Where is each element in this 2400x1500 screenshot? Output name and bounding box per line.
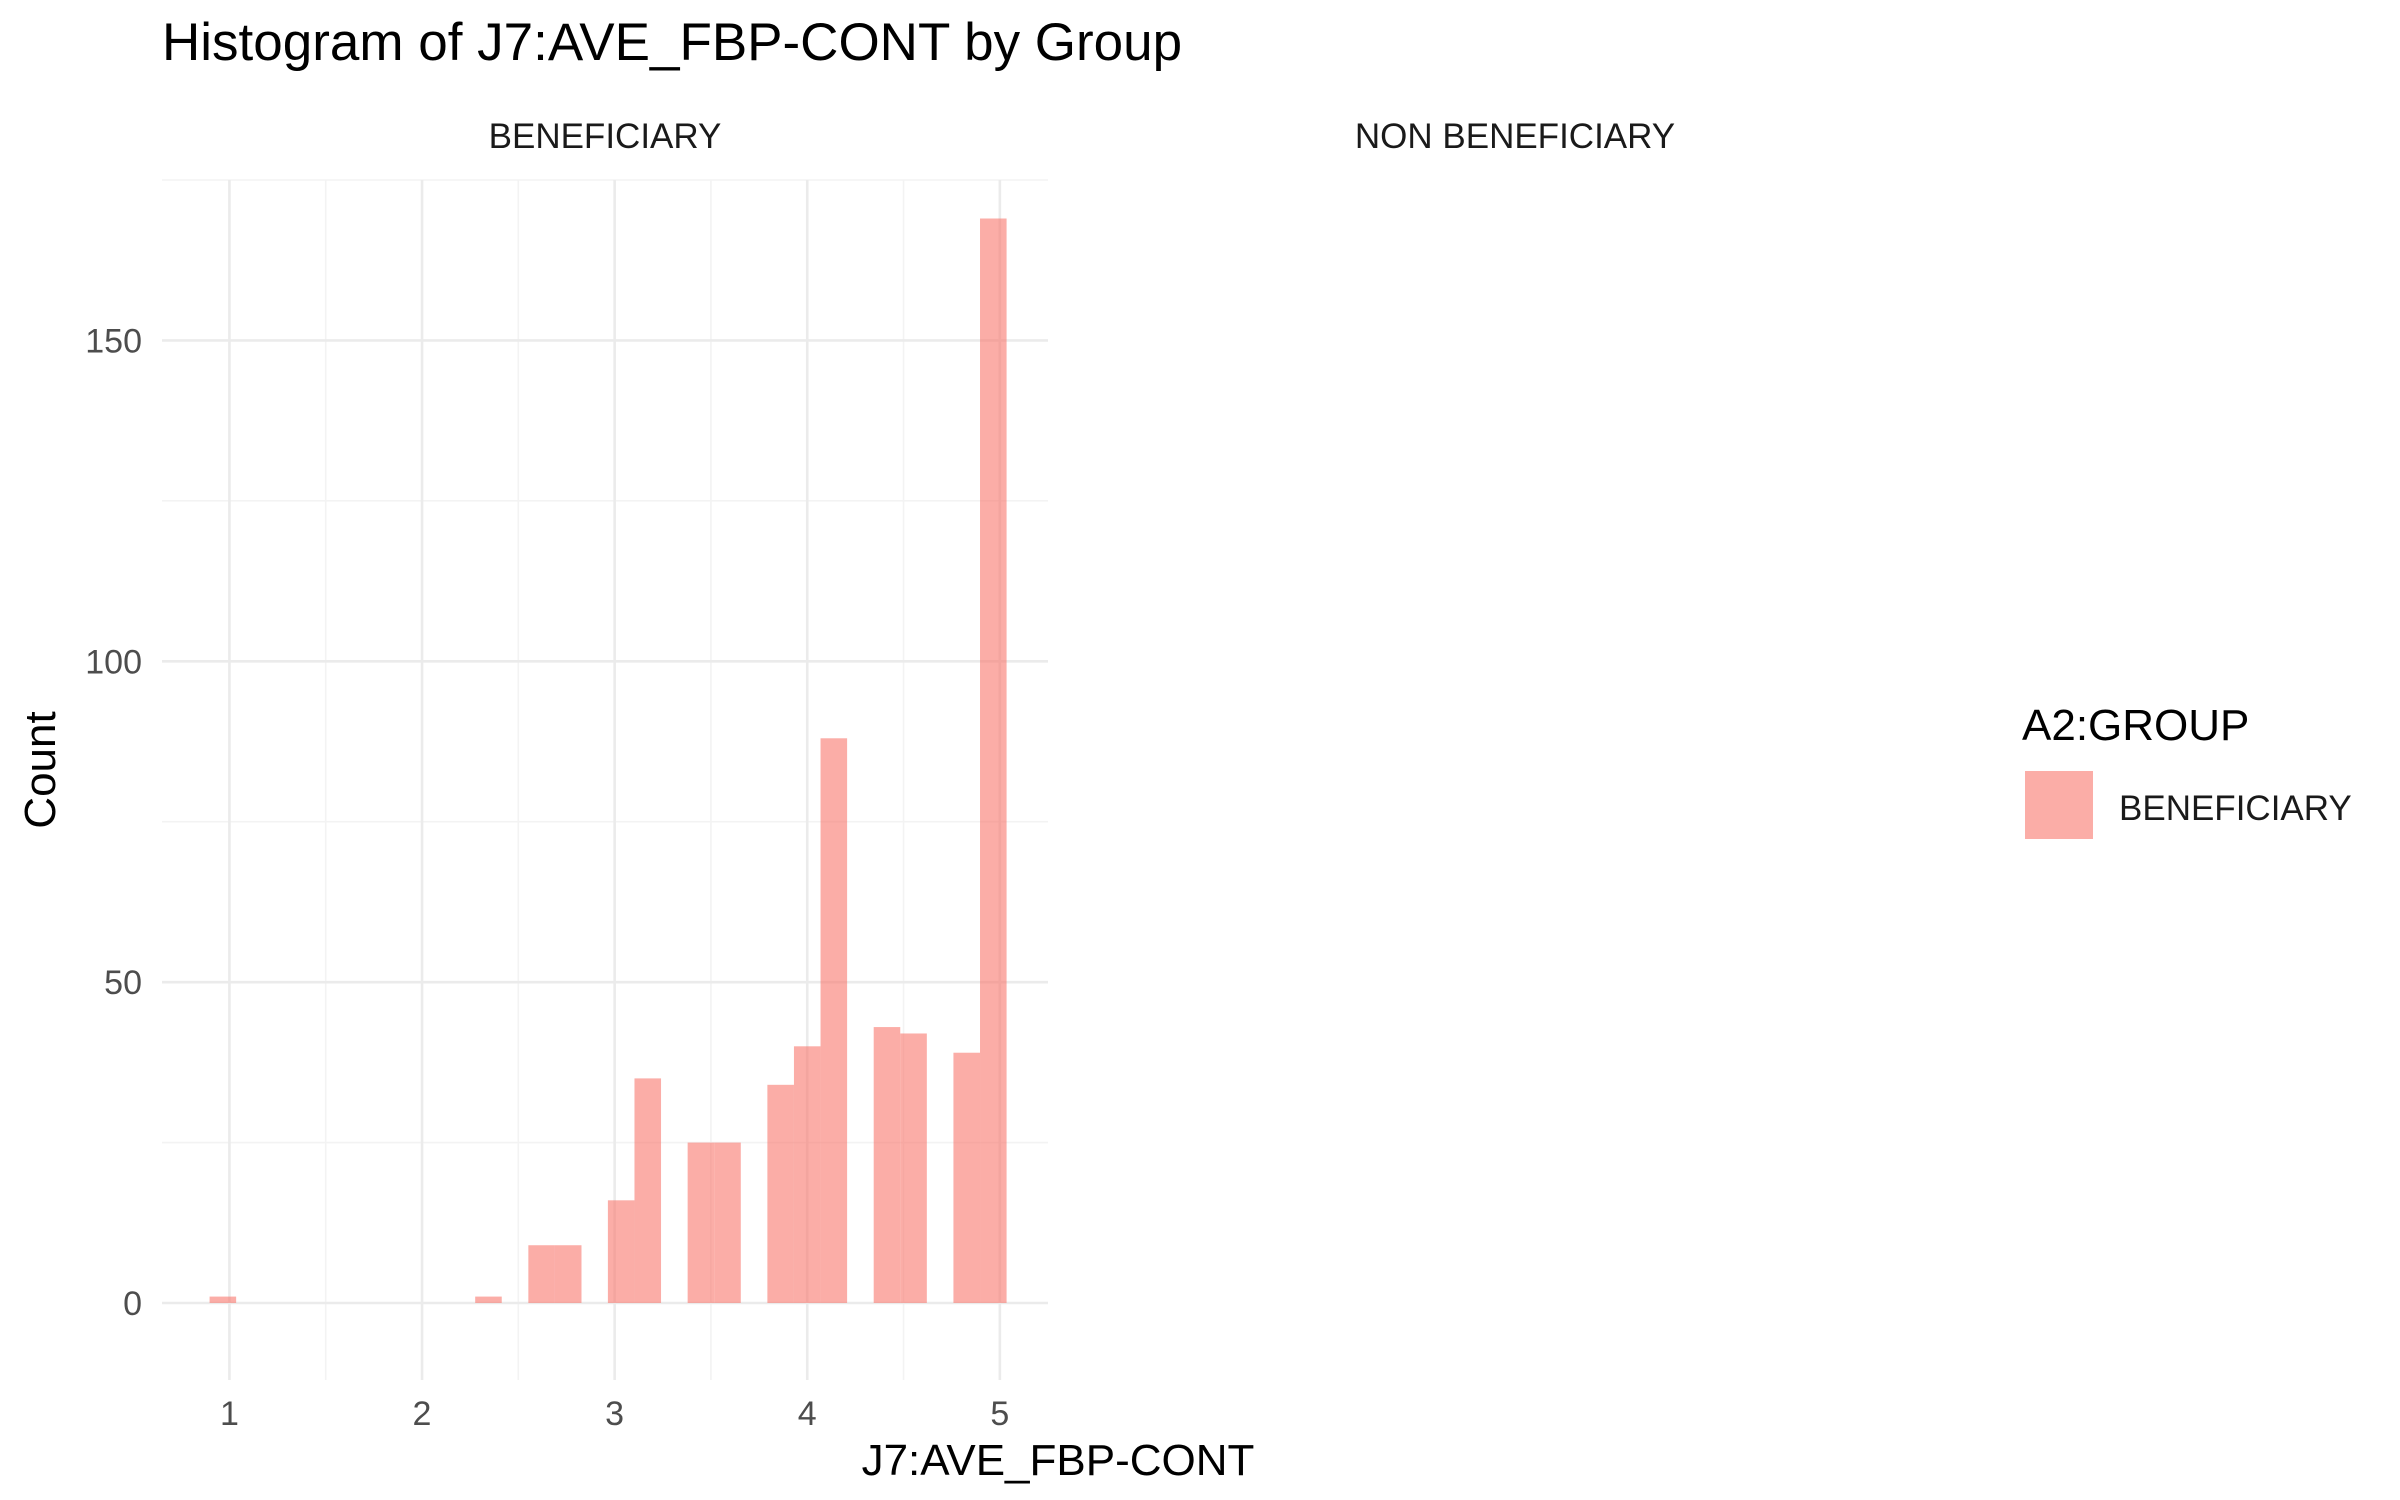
histogram-bar [687, 1142, 715, 1303]
x-tick-label: 3 [605, 1395, 624, 1433]
histogram-bar [634, 1078, 662, 1303]
histogram-bar [820, 738, 848, 1303]
histogram-bar [554, 1245, 582, 1303]
histogram-bar [607, 1200, 635, 1303]
y-tick-label: 150 [85, 322, 142, 360]
chart-title: Histogram of J7:AVE_FBP-CONT by Group [162, 13, 1182, 72]
y-tick-label: 0 [123, 1285, 142, 1323]
strip-label-non-beneficiary: NON BENEFICIARY [1355, 117, 1675, 156]
histogram-bar [475, 1296, 502, 1303]
legend-title: A2:GROUP [2022, 701, 2249, 750]
legend-label-beneficiary: BENEFICIARY [2119, 789, 2352, 828]
panel-non-beneficiary: NON BENEFICIARY [1355, 117, 1675, 156]
y-tick-label: 50 [104, 964, 142, 1002]
x-tick-label: 2 [413, 1395, 432, 1433]
histogram-bar [980, 218, 1007, 1303]
histogram-bar [767, 1084, 794, 1303]
y-axis-title: Count [16, 711, 65, 828]
x-tick-label: 5 [990, 1395, 1009, 1433]
strip-label-beneficiary: BENEFICIARY [489, 117, 722, 156]
legend-key-beneficiary [2025, 771, 2093, 839]
x-tick-label: 4 [798, 1395, 817, 1433]
histogram-bar [528, 1245, 555, 1303]
histogram-bar [714, 1142, 741, 1303]
y-tick-label: 100 [85, 643, 142, 681]
x-tick-label: 1 [220, 1395, 239, 1433]
histogram-bar [793, 1046, 821, 1303]
histogram-bar [953, 1052, 980, 1303]
histogram-bar [900, 1033, 927, 1303]
histogram-bar [209, 1296, 237, 1303]
histogram-bar [873, 1027, 901, 1303]
legend: A2:GROUP BENEFICIARY [2022, 701, 2352, 839]
x-axis-title: J7:AVE_FBP-CONT [862, 1436, 1255, 1485]
